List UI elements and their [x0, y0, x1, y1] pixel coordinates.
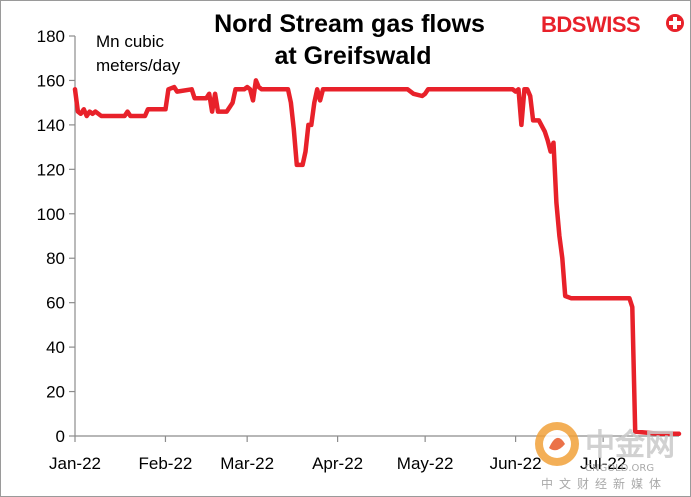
- watermark-site: CNGOLD.ORG: [585, 463, 654, 474]
- y-axis-unit-line-2: meters/day: [96, 56, 181, 75]
- chart-title-line-1: Nord Stream gas flows: [214, 10, 485, 38]
- x-tick-label: Jul-22: [580, 454, 626, 473]
- y-tick-label: 120: [37, 160, 65, 179]
- y-tick-label: 40: [46, 338, 65, 357]
- watermark-tagline: 中文财经新媒体: [541, 476, 667, 491]
- gas-flow-series-line: [72, 78, 682, 437]
- y-axis-unit-line-1: Mn cubic: [96, 32, 165, 51]
- brand-prefix: BD: [541, 12, 572, 37]
- y-tick-label: 0: [56, 427, 65, 446]
- y-axis-ticks: 0 20 40 60 80 100 120 140 160 180: [37, 27, 75, 446]
- cngold-logo-icon: [535, 422, 579, 466]
- y-tick-label: 20: [46, 383, 65, 402]
- y-axis-unit-label: Mn cubic meters/day: [96, 32, 181, 75]
- series-layer: [72, 78, 682, 437]
- bdswiss-logo: BDSWISS: [541, 12, 684, 37]
- x-tick-label: May-22: [397, 454, 454, 473]
- y-tick-label: 80: [46, 249, 65, 268]
- x-tick-label: Feb-22: [139, 454, 193, 473]
- x-tick-label: Apr-22: [312, 454, 363, 473]
- brand-cross-icon: [666, 14, 684, 32]
- y-tick-label: 160: [37, 71, 65, 90]
- cngold-watermark: 中金网 CNGOLD.ORG 中文财经新媒体: [535, 422, 675, 491]
- svg-text:BDSWISS: BDSWISS: [541, 12, 640, 37]
- y-tick-label: 100: [37, 205, 65, 224]
- x-axis-ticks: Jan-22 Feb-22 Mar-22 Apr-22 May-22 Jun-22 Jul-…: [49, 436, 626, 473]
- brand-name: SWISS: [572, 12, 640, 37]
- y-tick-label: 180: [37, 27, 65, 46]
- chart-title: Nord Stream gas flows at Greifswald: [214, 10, 492, 70]
- chart-title-line-2: at Greifswald: [275, 42, 432, 70]
- x-tick-label: Mar-22: [220, 454, 274, 473]
- x-tick-label: Jan-22: [49, 454, 101, 473]
- watermark-title: 中金网: [585, 428, 675, 463]
- x-tick-label: Jun-22: [490, 454, 542, 473]
- y-tick-label: 60: [46, 294, 65, 313]
- y-tick-label: 140: [37, 116, 65, 135]
